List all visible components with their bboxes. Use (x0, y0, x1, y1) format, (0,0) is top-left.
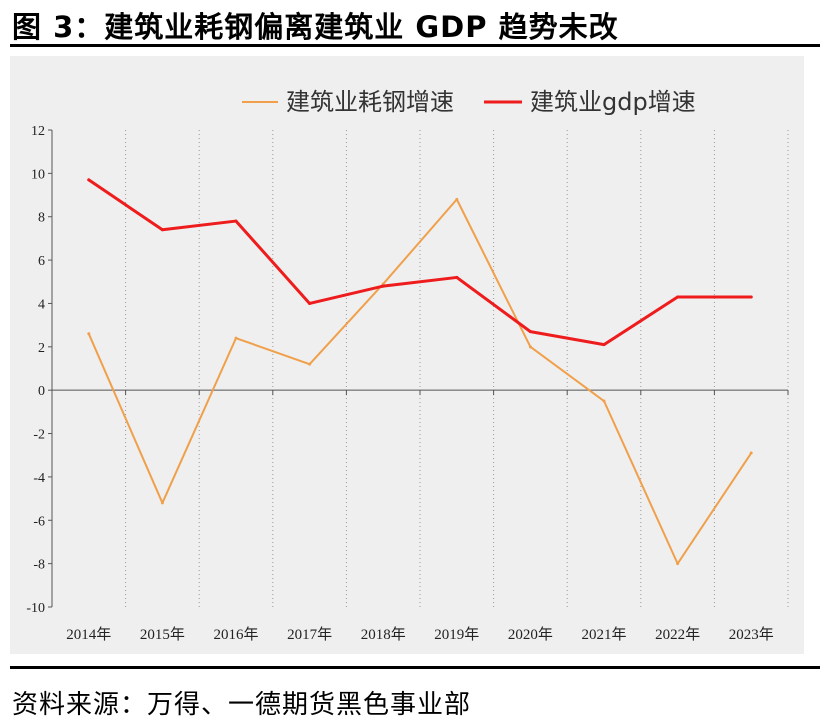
x-tick-label: 2021年 (581, 626, 626, 643)
data-point (160, 228, 164, 232)
series-line (87, 198, 753, 565)
y-tick-label: -4 (33, 471, 45, 486)
x-tick-label: 2023年 (729, 626, 774, 643)
x-tick-label: 2014年 (66, 626, 111, 643)
data-point (87, 178, 91, 182)
data-point (234, 336, 238, 340)
data-point (749, 451, 753, 455)
y-tick-label: 2 (38, 341, 45, 356)
x-tick-label: 2020年 (508, 626, 553, 643)
data-point (602, 343, 606, 347)
y-tick-label: 0 (38, 384, 45, 399)
data-point (676, 295, 680, 299)
data-point (455, 197, 459, 201)
chart-background (10, 56, 804, 654)
data-point (528, 330, 532, 334)
data-point (528, 345, 532, 349)
x-tick-label: 2016年 (213, 626, 258, 643)
source-rule (10, 666, 820, 669)
x-tick-label: 2017年 (287, 626, 332, 643)
data-point (602, 399, 606, 403)
data-point (87, 332, 91, 336)
data-point (676, 562, 680, 566)
line-chart: 建筑业耗钢增速 建筑业gdp增速 12 10 8 6 4 2 0 -2 -4 -6 -8 -10 2014… (10, 56, 804, 654)
y-tick-label: -10 (26, 601, 45, 616)
x-tick-label: 2018年 (361, 626, 406, 643)
data-point (308, 301, 312, 305)
source-note: 资料来源：万得、一德期货黑色事业部 (12, 690, 472, 720)
y-tick-label: 12 (31, 124, 45, 139)
data-point (160, 501, 164, 505)
y-tick-label: -2 (33, 428, 45, 443)
x-tick-label: 2022年 (655, 626, 700, 643)
y-tick-label: 10 (31, 167, 45, 182)
y-tick-label: 4 (38, 297, 45, 312)
legend-label: 建筑业耗钢增速 (286, 88, 454, 116)
legend-label: 建筑业gdp增速 (530, 88, 696, 116)
data-point (749, 295, 753, 299)
y-tick-label: 8 (38, 211, 45, 226)
x-tick-label: 2015年 (140, 626, 185, 643)
y-tick-label: -8 (33, 558, 45, 573)
series-line (87, 178, 753, 347)
data-point (381, 284, 385, 288)
data-point (234, 219, 238, 223)
figure-title: 图 3：建筑业耗钢偏离建筑业 GDP 趋势未改 (12, 10, 619, 44)
data-point (308, 362, 312, 366)
x-tick-label: 2019年 (434, 626, 479, 643)
chart-container: 建筑业耗钢增速 建筑业gdp增速 12 10 8 6 4 2 0 -2 -4 -6 -8 -10 2014… (10, 56, 804, 654)
title-rule (10, 44, 820, 47)
y-tick-label: -6 (33, 514, 45, 529)
y-tick-label: 6 (38, 254, 45, 269)
data-point (455, 275, 459, 279)
